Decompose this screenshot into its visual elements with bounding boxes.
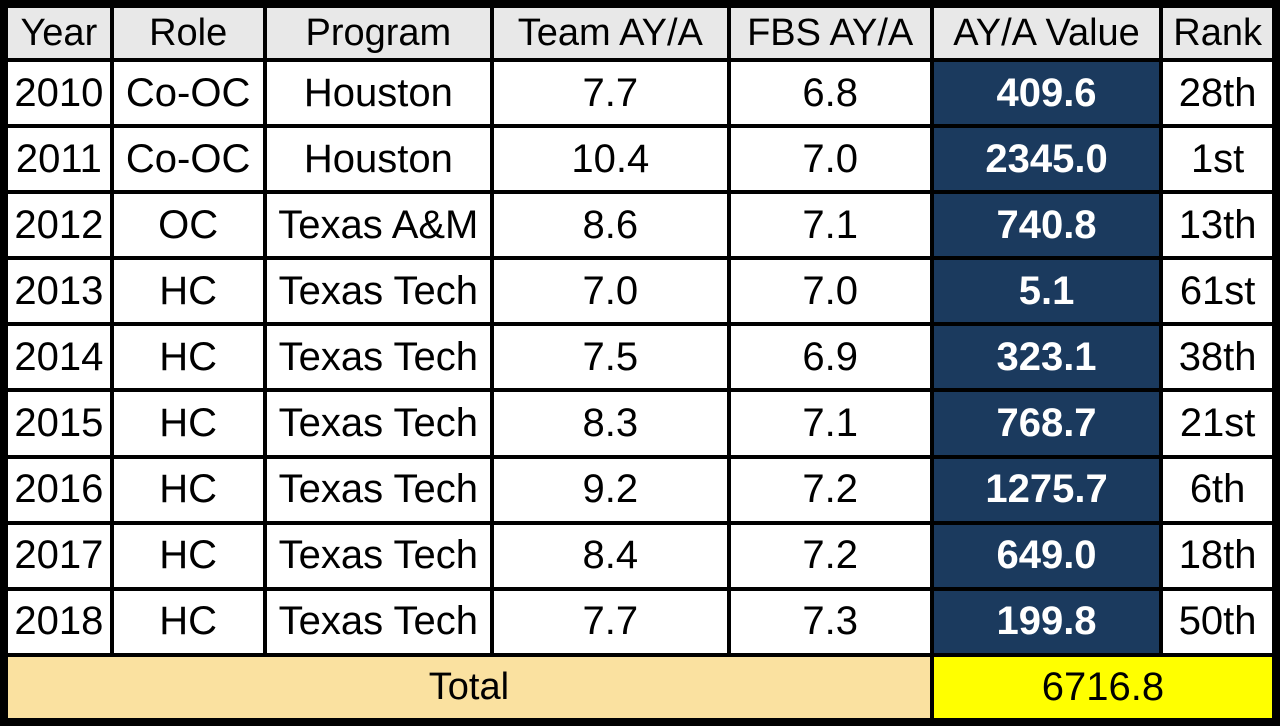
cell-program: Texas Tech — [262, 586, 495, 657]
cell-year: 2015 — [2, 388, 114, 459]
cell-team-aya: 8.6 — [490, 190, 731, 261]
cell-team-aya: 8.4 — [490, 520, 731, 591]
cell-program: Texas Tech — [262, 322, 495, 393]
cell-team-aya: 7.0 — [490, 256, 731, 327]
table-row: 2011 Co-OC Houston 10.4 7.0 2345.0 1st — [2, 124, 1278, 195]
col-header-team-aya: Team AY/A — [490, 2, 731, 62]
cell-fbs-aya: 7.3 — [726, 586, 934, 657]
cell-rank: 50th — [1159, 586, 1278, 657]
cell-aya-value: 5.1 — [929, 256, 1164, 327]
table-row: 2012 OC Texas A&M 8.6 7.1 740.8 13th — [2, 190, 1278, 261]
cell-rank: 61st — [1159, 256, 1278, 327]
cell-role: HC — [109, 586, 267, 657]
cell-program: Texas Tech — [262, 454, 495, 525]
cell-rank: 1st — [1159, 124, 1278, 195]
cell-fbs-aya: 7.2 — [726, 454, 934, 525]
table-row: 2015 HC Texas Tech 8.3 7.1 768.7 21st — [2, 388, 1278, 459]
cell-rank: 6th — [1159, 454, 1278, 525]
cell-program: Texas A&M — [262, 190, 495, 261]
cell-aya-value: 649.0 — [929, 520, 1164, 591]
cell-rank: 13th — [1159, 190, 1278, 261]
col-header-fbs-aya: FBS AY/A — [726, 2, 934, 62]
cell-fbs-aya: 7.1 — [726, 190, 934, 261]
cell-aya-value: 409.6 — [929, 57, 1164, 129]
col-header-rank: Rank — [1159, 2, 1278, 62]
col-header-aya-value: AY/A Value — [929, 2, 1164, 62]
cell-team-aya: 7.7 — [490, 586, 731, 657]
header-row: Year Role Program Team AY/A FBS AY/A AY/… — [2, 2, 1278, 62]
cell-year: 2013 — [2, 256, 114, 327]
col-header-role: Role — [109, 2, 267, 62]
cell-year: 2010 — [2, 57, 114, 129]
cell-role: HC — [109, 256, 267, 327]
cell-program: Texas Tech — [262, 388, 495, 459]
col-header-year: Year — [2, 2, 114, 62]
cell-role: HC — [109, 388, 267, 459]
cell-program: Houston — [262, 57, 495, 129]
total-label-cell: Total — [2, 652, 934, 725]
cell-team-aya: 7.5 — [490, 322, 731, 393]
cell-role: Co-OC — [109, 124, 267, 195]
cell-year: 2018 — [2, 586, 114, 657]
cell-rank: 28th — [1159, 57, 1278, 129]
table-row: 2013 HC Texas Tech 7.0 7.0 5.1 61st — [2, 256, 1278, 327]
total-row: Total 6716.8 — [2, 652, 1279, 725]
cell-role: HC — [109, 520, 267, 591]
cell-aya-value: 199.8 — [929, 586, 1164, 657]
cell-fbs-aya: 6.9 — [726, 322, 934, 393]
cell-role: Co-OC — [109, 57, 267, 129]
table-row: 2014 HC Texas Tech 7.5 6.9 323.1 38th — [2, 322, 1278, 393]
cell-fbs-aya: 7.2 — [726, 520, 934, 591]
col-header-program: Program — [262, 2, 495, 62]
cell-aya-value: 2345.0 — [929, 124, 1164, 195]
cell-rank: 38th — [1159, 322, 1278, 393]
cell-rank: 21st — [1159, 388, 1278, 459]
cell-program: Texas Tech — [262, 520, 495, 591]
cell-fbs-aya: 7.1 — [726, 388, 934, 459]
cell-program: Houston — [262, 124, 495, 195]
cell-year: 2014 — [2, 322, 114, 393]
cell-team-aya: 7.7 — [490, 57, 731, 129]
cell-rank: 18th — [1159, 520, 1278, 591]
cell-fbs-aya: 6.8 — [726, 57, 934, 129]
cell-aya-value: 740.8 — [929, 190, 1164, 261]
table-row: 2018 HC Texas Tech 7.7 7.3 199.8 50th — [2, 586, 1278, 657]
table-row: 2016 HC Texas Tech 9.2 7.2 1275.7 6th — [2, 454, 1278, 525]
cell-aya-value: 1275.7 — [929, 454, 1164, 525]
cell-program: Texas Tech — [262, 256, 495, 327]
cell-aya-value: 768.7 — [929, 388, 1164, 459]
cell-fbs-aya: 7.0 — [726, 124, 934, 195]
cell-team-aya: 10.4 — [490, 124, 731, 195]
cell-year: 2011 — [2, 124, 114, 195]
cell-team-aya: 9.2 — [490, 454, 731, 525]
cell-fbs-aya: 7.0 — [726, 256, 934, 327]
cell-role: HC — [109, 322, 267, 393]
cell-year: 2012 — [2, 190, 114, 261]
cell-role: OC — [109, 190, 267, 261]
total-value-cell: 6716.8 — [929, 652, 1279, 725]
cell-aya-value: 323.1 — [929, 322, 1164, 393]
table-row: 2010 Co-OC Houston 7.7 6.8 409.6 28th — [2, 57, 1278, 129]
cell-year: 2016 — [2, 454, 114, 525]
cell-role: HC — [109, 454, 267, 525]
cell-team-aya: 8.3 — [490, 388, 731, 459]
table-row: 2017 HC Texas Tech 8.4 7.2 649.0 18th — [2, 520, 1278, 591]
cell-year: 2017 — [2, 520, 114, 591]
